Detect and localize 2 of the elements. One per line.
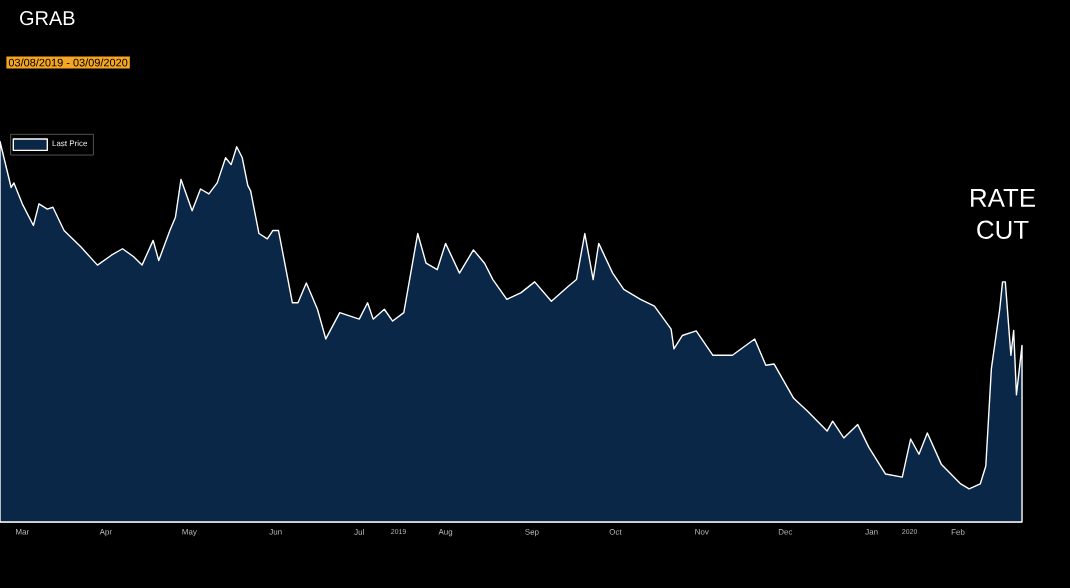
chart-title: GRAB	[20, 11, 75, 26]
annotation: RATE CUT	[971, 189, 1035, 239]
